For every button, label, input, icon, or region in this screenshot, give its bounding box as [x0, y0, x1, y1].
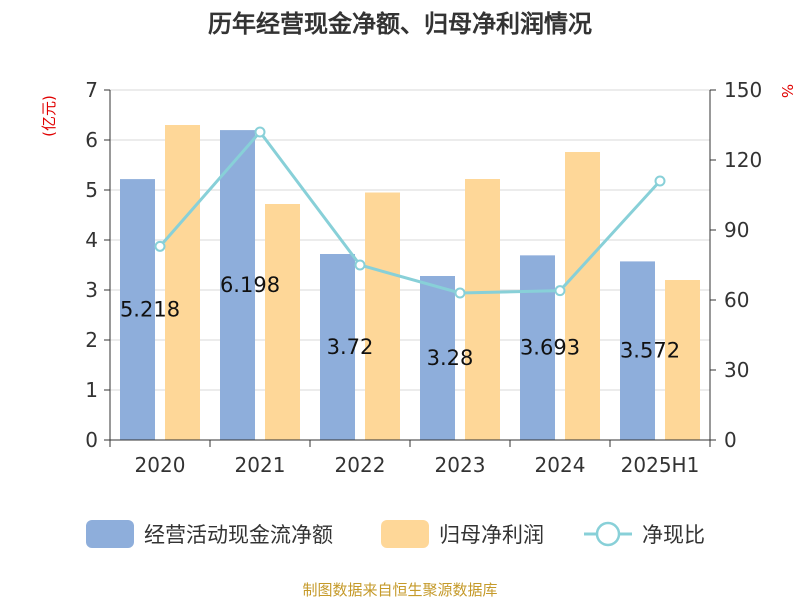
axes-layer: 0 1 2 3 4 5 6 7 0 30 60 90 120 150 2020 2021 2022 2023 202… [85, 78, 762, 477]
left-tick-label: 3 [85, 278, 98, 302]
bars-layer [120, 125, 700, 440]
legend-marker [595, 521, 621, 547]
source-note: 制图数据来自恒生聚源数据库 [302, 581, 497, 599]
left-tick-label: 7 [85, 78, 98, 102]
bar-value-label: 5.218 [120, 298, 180, 322]
line-point [254, 126, 266, 138]
x-tick-label: 2023 [435, 453, 486, 477]
right-tick-label: 120 [724, 148, 762, 172]
line-point [554, 285, 566, 297]
bar-value-label: 6.198 [220, 273, 280, 297]
legend-swatch [381, 520, 429, 548]
line-ratio [158, 129, 662, 295]
legend-label: 归母净利润 [439, 523, 544, 547]
line-layer [154, 126, 666, 299]
chart-title: 历年经营现金净额、归母净利润情况 [208, 10, 592, 38]
legend-swatch [86, 520, 134, 548]
x-tick-label: 2022 [335, 453, 386, 477]
right-axis-unit: % [778, 84, 796, 98]
bar-cashflow [520, 255, 555, 440]
bar-cashflow [120, 179, 155, 440]
line-point [454, 287, 466, 299]
bar-cashflow [620, 261, 655, 440]
bar-cashflow [220, 130, 255, 440]
bar-profit [665, 280, 700, 440]
bar-profit [365, 192, 400, 440]
legend-label: 净现比 [642, 523, 705, 547]
right-tick-label: 60 [724, 288, 749, 312]
bar-profit [465, 179, 500, 440]
right-tick-label: 30 [724, 358, 749, 382]
left-tick-label: 1 [85, 378, 98, 402]
left-axis-unit: (亿元) [40, 95, 58, 137]
legend: 经营活动现金流净额 归母净利润 净现比 [86, 520, 705, 548]
legend-label: 经营活动现金流净额 [144, 523, 333, 547]
left-tick-label: 5 [85, 178, 98, 202]
x-tick-label: 2025H1 [621, 453, 700, 477]
bar-cashflow [420, 276, 455, 440]
data-labels-layer: 5.218 6.198 3.72 3.28 3.693 3.572 [120, 273, 680, 370]
line-point [154, 240, 166, 252]
bar-profit [165, 125, 200, 440]
left-tick-label: 4 [85, 228, 98, 252]
right-tick-label: 90 [724, 218, 749, 242]
bar-profit [565, 152, 600, 440]
x-tick-label: 2024 [535, 453, 586, 477]
left-tick-label: 2 [85, 328, 98, 352]
bar-value-label: 3.572 [620, 339, 680, 363]
right-tick-label: 0 [724, 428, 737, 452]
bar-value-label: 3.72 [327, 335, 374, 359]
line-point [354, 259, 366, 271]
bar-profit [265, 204, 300, 440]
bar-cashflow [320, 254, 355, 440]
bar-value-label: 3.693 [520, 336, 580, 360]
x-tick-label: 2021 [235, 453, 286, 477]
x-tick-label: 2020 [135, 453, 186, 477]
line-point [654, 175, 666, 187]
bar-value-label: 3.28 [427, 346, 474, 370]
left-tick-label: 0 [85, 428, 98, 452]
left-tick-label: 6 [85, 128, 98, 152]
right-tick-label: 150 [724, 78, 762, 102]
